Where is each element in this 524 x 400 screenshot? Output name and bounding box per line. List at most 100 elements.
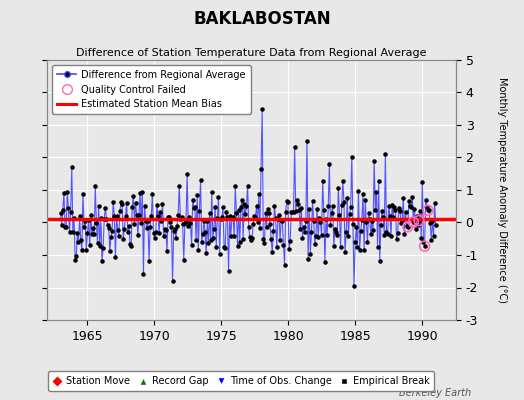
Point [125,223,133,229]
Point [78,247,86,253]
Point [183,171,191,178]
Point [89,225,97,231]
Point [180,257,188,263]
Point [128,204,136,210]
Point [205,210,214,216]
Point [127,243,135,249]
Point [194,247,202,253]
Point [296,226,304,232]
Point [69,228,77,235]
Point [158,200,167,207]
Point [392,236,401,242]
Point [250,213,258,219]
Point [282,198,291,204]
Point [176,216,184,222]
Point [140,203,149,210]
Point [276,236,285,243]
Point [191,204,199,210]
Point [387,233,395,239]
Point [252,214,260,220]
Point [130,221,139,227]
Point [74,239,83,246]
Point [62,224,70,230]
Point [91,183,100,190]
Point [330,243,338,249]
Point [417,235,425,242]
Point [75,213,84,220]
Text: BAKLABOSTAN: BAKLABOSTAN [193,10,331,28]
Point [244,182,252,189]
Point [172,235,180,241]
Point [118,201,126,208]
Point [371,206,379,213]
Point [88,231,96,238]
Point [63,188,71,195]
Point [143,225,151,232]
Point [419,239,428,245]
Point [221,245,230,252]
Point [219,204,227,210]
Point [163,248,171,254]
Point [225,212,234,219]
Point [321,259,329,265]
Point [268,249,277,255]
Point [289,209,298,216]
Point [264,205,272,212]
Point [319,178,327,184]
Point [340,199,348,206]
Point [66,228,74,235]
Point [146,224,155,230]
Point [82,247,91,254]
Point [266,221,274,227]
Point [301,229,309,235]
Point [237,204,245,210]
Point [102,216,111,222]
Point [247,237,255,243]
Point [187,220,195,226]
Point [149,230,158,236]
Point [347,154,356,161]
Point [184,223,192,230]
Point [287,209,296,216]
Point [100,216,108,222]
Point [119,236,127,242]
Point [58,222,66,228]
Point [97,215,105,222]
Point [313,206,321,212]
Point [147,212,156,219]
Point [368,218,376,224]
Point [397,220,405,226]
Point [403,224,412,230]
Point [231,183,239,189]
Point [312,233,320,240]
Point [168,278,177,284]
Point [290,144,299,150]
Point [159,233,168,239]
Point [401,209,410,215]
Point [411,225,420,232]
Point [72,253,80,259]
Point [318,232,326,238]
Point [426,220,434,226]
Point [370,158,378,164]
Point [204,240,213,246]
Point [279,242,288,248]
Point [305,206,313,212]
Point [57,210,65,216]
Point [299,224,308,230]
Point [182,218,190,224]
Point [152,202,161,208]
Point [298,234,307,241]
Point [213,215,222,221]
Point [275,212,283,218]
Point [155,230,163,236]
Point [260,240,269,246]
Point [421,197,430,203]
Point [165,214,173,221]
Point [332,228,340,235]
Point [220,244,228,250]
Point [249,221,257,227]
Point [353,244,362,250]
Point [175,182,183,189]
Point [366,216,374,222]
